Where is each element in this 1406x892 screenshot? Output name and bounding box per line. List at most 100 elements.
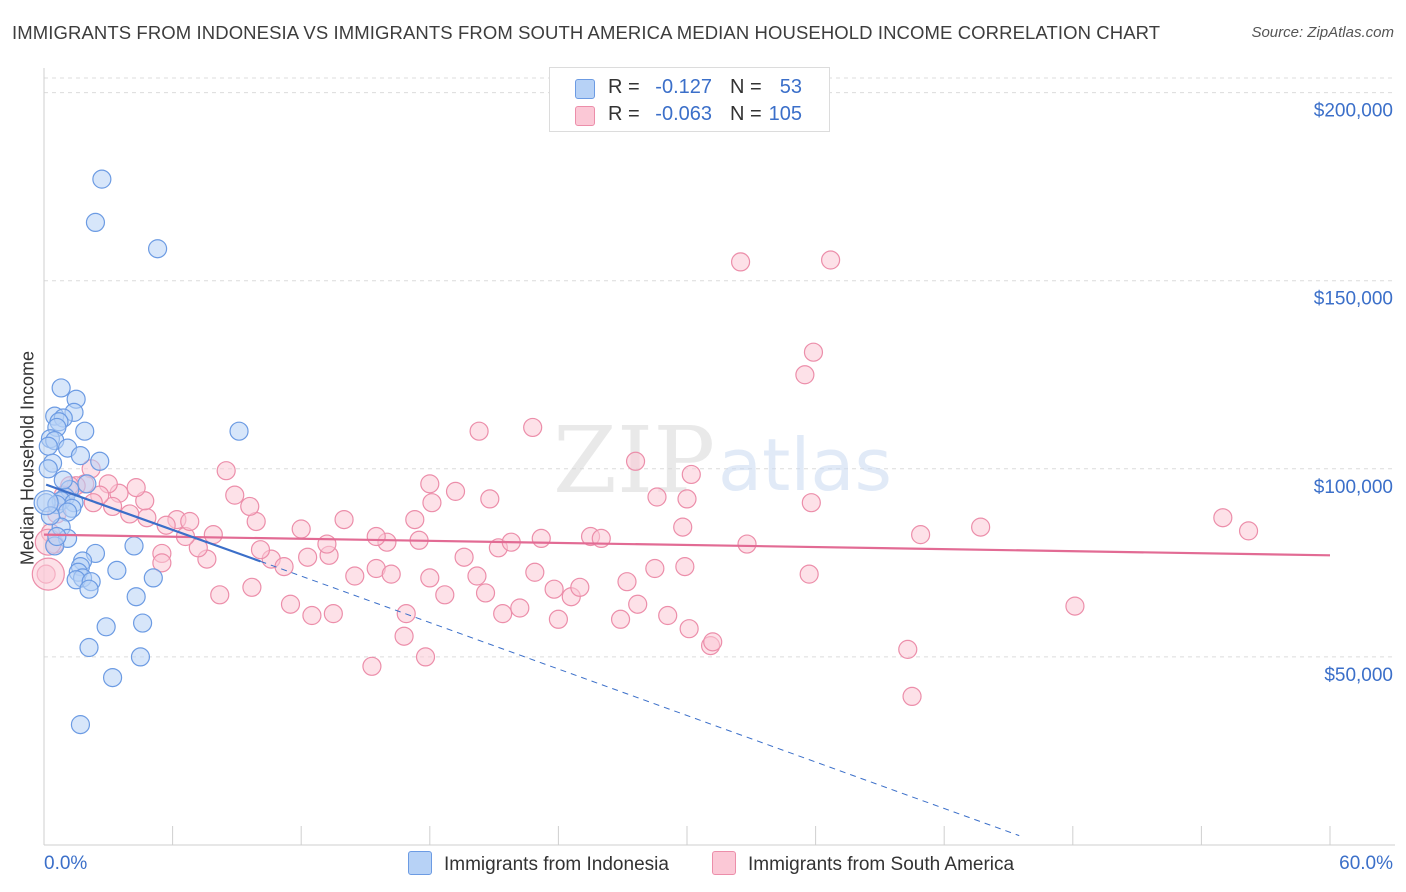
- point-indonesia: [70, 715, 91, 735]
- point-south-america: [210, 585, 230, 605]
- point-south-america: [645, 558, 665, 579]
- series-indonesia-points: [33, 169, 249, 735]
- point-south-america: [510, 598, 530, 618]
- point-south-america: [405, 509, 425, 530]
- watermark-atlas: atlas: [718, 423, 892, 507]
- legend-r-value: -0.063: [655, 103, 712, 125]
- gridlines: [44, 77, 1395, 658]
- bottom-legend-south-america: Immigrants from South America: [712, 851, 1014, 876]
- point-south-america: [1065, 596, 1085, 616]
- point-south-america: [677, 489, 697, 509]
- point-south-america: [345, 566, 365, 586]
- point-indonesia: [79, 579, 99, 599]
- point-indonesia: [79, 637, 99, 658]
- point-south-america: [280, 594, 301, 614]
- point-south-america: [799, 564, 819, 584]
- point-south-america: [445, 481, 466, 501]
- point-south-america: [381, 564, 401, 584]
- point-south-america: [531, 528, 551, 549]
- legend-r-label: R =: [608, 76, 640, 98]
- legend-n-label: N =: [730, 76, 762, 98]
- point-south-america: [415, 647, 436, 667]
- legend-r-label: R =: [608, 103, 640, 125]
- tick-labels: $50,000 $100,000 $150,000 $200,000 0.0% 60.0%: [44, 101, 1393, 874]
- point-indonesia: [143, 568, 163, 588]
- point-indonesia: [92, 169, 112, 189]
- point-south-america: [681, 464, 701, 485]
- point-indonesia: [53, 470, 73, 490]
- point-indonesia: [102, 667, 123, 688]
- point-south-america: [675, 557, 695, 577]
- point-south-america: [1238, 521, 1259, 541]
- point-south-america: [610, 609, 631, 629]
- point-indonesia: [229, 421, 249, 441]
- point-south-america: [422, 493, 442, 513]
- point-south-america: [703, 632, 723, 652]
- point-south-america: [795, 365, 815, 385]
- point-south-america: [334, 509, 354, 530]
- chart-title: IMMIGRANTS FROM INDONESIA VS IMMIGRANTS …: [12, 22, 1161, 43]
- point-south-america: [801, 493, 821, 513]
- point-indonesia: [77, 474, 97, 494]
- point-south-america: [475, 583, 496, 603]
- watermark: ZIP atlas: [553, 407, 892, 514]
- legend-swatch-south-america: [575, 106, 595, 126]
- point-indonesia: [90, 451, 110, 471]
- point-south-america: [291, 519, 311, 539]
- point-south-america: [658, 605, 678, 626]
- point-indonesia: [96, 617, 116, 637]
- point-indonesia: [85, 212, 106, 233]
- point-south-america: [180, 511, 200, 532]
- point-south-america: [126, 478, 146, 498]
- y-tick-label: $50,000: [1324, 665, 1393, 686]
- point-south-america: [1213, 508, 1233, 528]
- legend-row-indonesia: R = -0.127 N = 53: [550, 74, 829, 102]
- point-indonesia: [38, 459, 58, 479]
- point-south-america: [435, 585, 455, 605]
- point-indonesia: [124, 536, 144, 556]
- source-label: Source: ZipAtlas.com: [1251, 24, 1394, 41]
- point-south-america: [902, 686, 922, 707]
- point-south-america: [394, 626, 414, 646]
- point-south-america: [469, 421, 489, 441]
- point-south-america: [362, 656, 382, 676]
- point-indonesia: [132, 613, 153, 633]
- point-indonesia: [38, 436, 58, 456]
- point-south-america: [480, 489, 500, 509]
- point-south-america: [31, 557, 65, 591]
- point-south-america: [548, 609, 569, 629]
- legend-r-value: -0.127: [655, 76, 712, 98]
- point-south-america: [898, 639, 918, 659]
- point-south-america: [454, 547, 474, 567]
- legend: R = -0.127 N = 53 R = -0.063 N = 105: [549, 67, 830, 132]
- point-south-america: [971, 517, 991, 537]
- point-indonesia: [130, 647, 151, 667]
- bottom-legend-label-south-america: Immigrants from South America: [748, 854, 1015, 875]
- point-south-america: [625, 451, 646, 471]
- point-south-america: [225, 485, 245, 505]
- point-south-america: [203, 525, 223, 545]
- point-south-america: [617, 572, 637, 592]
- point-south-america: [803, 342, 824, 362]
- trend-line-indonesia: [45, 483, 261, 563]
- axes: [43, 68, 1395, 846]
- legend-n-value: 53: [779, 76, 802, 98]
- point-south-america: [628, 594, 648, 614]
- bottom-legend-swatch-south-america: [712, 851, 736, 875]
- trend-lines: [43, 483, 1331, 837]
- point-south-america: [216, 461, 236, 481]
- point-south-america: [420, 568, 440, 588]
- x-tick-label-min: 0.0%: [44, 853, 87, 874]
- x-tick-label-max: 60.0%: [1339, 853, 1393, 874]
- point-south-america: [911, 525, 931, 545]
- point-south-america: [274, 557, 294, 577]
- point-south-america: [420, 474, 440, 494]
- bottom-legend-swatch-indonesia: [408, 851, 432, 875]
- point-south-america: [242, 577, 262, 597]
- y-tick-label: $100,000: [1314, 477, 1393, 498]
- point-south-america: [737, 534, 757, 554]
- legend-swatch-indonesia: [575, 79, 595, 99]
- point-south-america: [240, 496, 260, 517]
- point-south-america: [302, 605, 322, 626]
